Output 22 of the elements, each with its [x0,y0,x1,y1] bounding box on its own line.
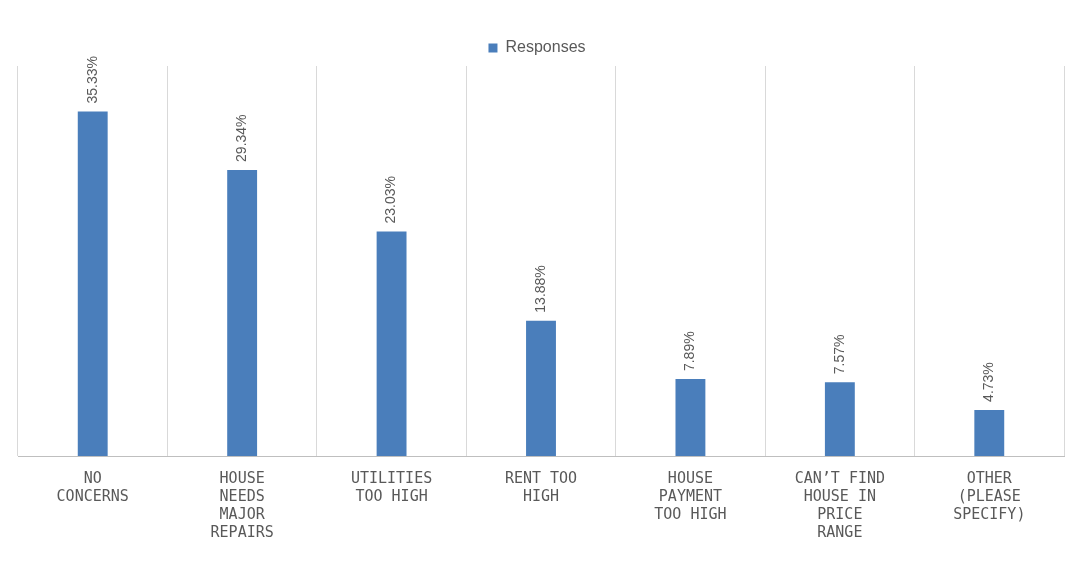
x-tick-label: HOUSE PAYMENT TOO HIGH [654,468,727,523]
data-label: 7.57% [830,334,847,375]
bar [675,379,706,456]
bar [974,409,1005,456]
data-label: 13.88% [531,265,548,313]
data-label: 4.73% [980,362,997,402]
x-tick-label: NO CONCERNS [56,468,129,505]
x-tick-label: RENT TOO HIGH [504,468,578,505]
bar [526,320,556,456]
data-label: 35.33% [83,56,100,104]
x-tick-label: CAN’T FIND HOUSE IN PRICE RANGE [794,468,886,541]
x-tick-label: HOUSE NEEDS MAJOR REPAIRS [210,468,274,541]
bar [824,382,855,456]
data-label: 23.03% [382,175,399,224]
data-label: 29.34% [233,114,249,162]
data-label: 7.89% [681,331,698,372]
x-tick-label: OTHER (PLEASE SPECIFY) [953,468,1026,523]
bar [227,169,258,456]
bar [77,111,108,456]
legend-label: Responses [505,38,586,56]
x-tick-label: UTILITIES TOO HIGH [350,468,433,505]
bar [376,231,407,456]
